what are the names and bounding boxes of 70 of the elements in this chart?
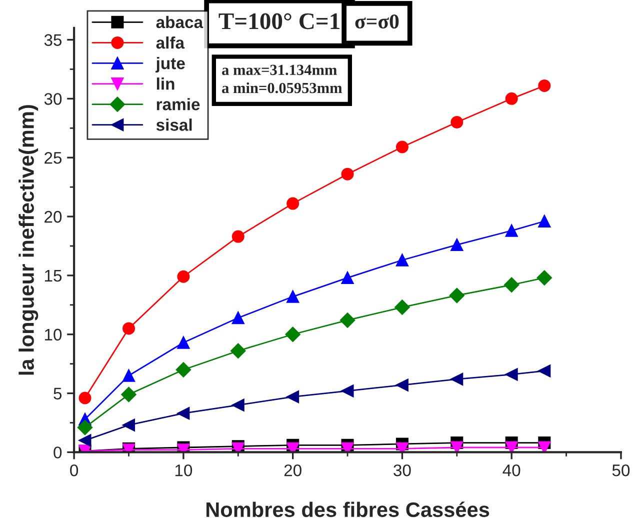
point <box>232 398 244 412</box>
point <box>122 322 136 335</box>
point <box>341 384 354 398</box>
point <box>505 224 518 237</box>
x-tick-label: 0 <box>70 464 78 476</box>
annotation: a max=31.134mm a min=0.05953mm <box>222 64 342 94</box>
y-tick-label: 35 <box>44 34 62 46</box>
y-tick-label: 30 <box>44 93 62 105</box>
point <box>341 168 354 180</box>
point <box>286 442 300 452</box>
y-axis-title: la longueur ineffective(mm) <box>18 105 38 375</box>
annotation: σ=σ0 <box>355 14 399 29</box>
point <box>450 372 464 386</box>
point <box>504 277 520 292</box>
y-tick-label: 15 <box>44 270 62 282</box>
y-tick-label: 25 <box>44 152 62 164</box>
point <box>505 92 518 105</box>
y-tick-label: 10 <box>44 328 62 341</box>
point <box>78 392 92 404</box>
point <box>121 386 136 402</box>
point <box>505 368 518 381</box>
point <box>122 418 136 432</box>
point <box>396 254 408 266</box>
point <box>396 140 408 154</box>
point <box>396 442 408 452</box>
point <box>232 230 244 243</box>
point <box>122 369 136 382</box>
legend-label: alfa <box>156 36 185 49</box>
point <box>341 442 354 452</box>
point <box>285 326 300 342</box>
x-axis-title: Nombres des fibres Cassées <box>206 502 490 518</box>
point <box>449 288 464 304</box>
point <box>536 270 552 286</box>
point <box>341 272 354 284</box>
x-tick-label: 10 <box>175 464 192 476</box>
point <box>177 407 190 420</box>
point <box>538 441 551 452</box>
point <box>286 290 300 303</box>
point <box>286 197 300 210</box>
legend-label: jute <box>156 56 185 73</box>
x-tick-label: 50 <box>612 464 630 476</box>
point <box>538 214 551 228</box>
point <box>505 441 518 452</box>
point <box>78 434 92 447</box>
legend-label: sisal <box>156 118 192 131</box>
point <box>538 79 551 92</box>
point <box>340 312 356 328</box>
point <box>176 362 192 378</box>
point <box>286 390 300 404</box>
point <box>450 238 464 252</box>
x-tick-label: 30 <box>394 464 411 476</box>
point <box>232 312 244 324</box>
x-tick-label: 20 <box>284 464 302 476</box>
legend-label: ramie <box>156 98 200 110</box>
point <box>177 336 190 349</box>
point <box>538 364 551 378</box>
point <box>450 116 464 128</box>
x-tick-label: 40 <box>502 464 520 476</box>
point <box>396 378 408 392</box>
point <box>177 270 190 283</box>
y-tick-label: 5 <box>54 388 62 400</box>
legend-label: abaca <box>156 16 204 28</box>
legend-label: lin <box>156 78 174 90</box>
point <box>450 441 464 452</box>
point <box>230 343 246 358</box>
y-tick-label: 0 <box>54 446 62 458</box>
y-tick-label: 20 <box>44 210 62 223</box>
point <box>394 300 410 315</box>
point <box>77 420 93 436</box>
annotation: T=100° C=1 <box>218 13 340 30</box>
